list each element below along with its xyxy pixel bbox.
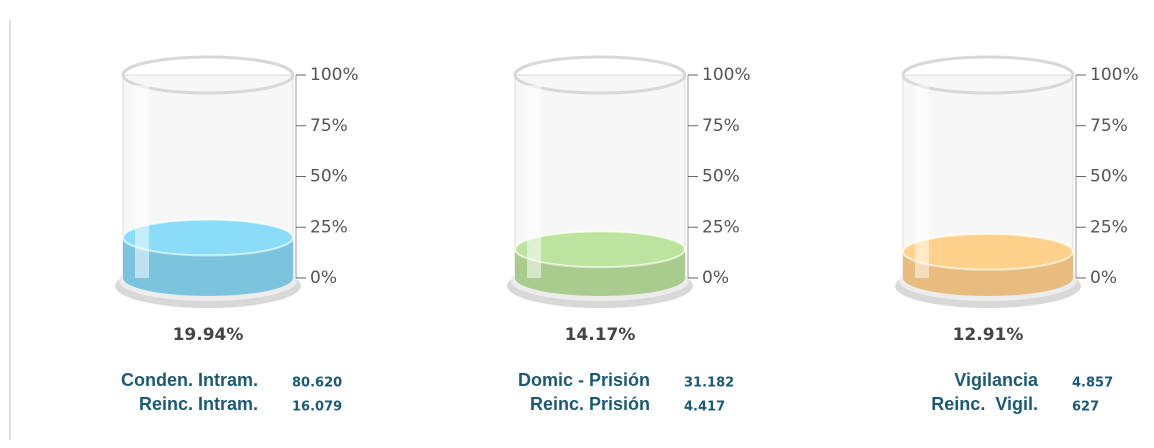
- tick-label: 50%: [702, 167, 740, 187]
- stat-name: Reinc. Prisión: [530, 394, 650, 414]
- stat-name: Vigilancia: [954, 370, 1039, 390]
- tick-label: 0%: [1090, 268, 1117, 288]
- fluid-top: [122, 218, 294, 257]
- glass-shine: [915, 85, 929, 278]
- stat-value: 627: [1072, 400, 1099, 415]
- stat-name: Domic - Prisión: [518, 370, 650, 390]
- tick-label: 25%: [310, 217, 348, 237]
- tick-label: 0%: [702, 268, 729, 288]
- tick-label: 0%: [310, 268, 337, 288]
- value-label: 14.17%: [565, 325, 636, 345]
- stat-name: Conden. Intram.: [121, 370, 258, 390]
- stat-value: 31.182: [684, 376, 734, 391]
- stat-value: 4.857: [1072, 376, 1113, 391]
- value-label: 19.94%: [173, 325, 244, 345]
- tick-label: 50%: [310, 167, 348, 187]
- value-label: 12.91%: [953, 325, 1024, 345]
- stat-value: 16.079: [292, 400, 342, 415]
- stat-value: 4.417: [684, 400, 725, 415]
- tick-label: 25%: [1090, 217, 1128, 237]
- tick-label: 100%: [310, 65, 359, 85]
- cylinder-top: [901, 55, 1075, 95]
- glass-shine: [527, 85, 541, 278]
- tick-label: 100%: [1090, 65, 1139, 85]
- stat-value: 80.620: [292, 376, 342, 391]
- tick-label: 25%: [702, 217, 740, 237]
- fluid-top: [902, 232, 1074, 271]
- stat-name: Reinc. Intram.: [139, 394, 258, 414]
- tick-label: 50%: [1090, 167, 1128, 187]
- tick-label: 100%: [702, 65, 751, 85]
- cylinder-top: [513, 55, 687, 95]
- tick-label: 75%: [702, 116, 740, 136]
- tick-label: 75%: [310, 116, 348, 136]
- fluid-top: [514, 230, 686, 269]
- glass-shine: [135, 85, 149, 278]
- cylinder-top: [121, 55, 295, 95]
- stat-name: Reinc. Vigil.: [931, 394, 1038, 414]
- tick-label: 75%: [1090, 116, 1128, 136]
